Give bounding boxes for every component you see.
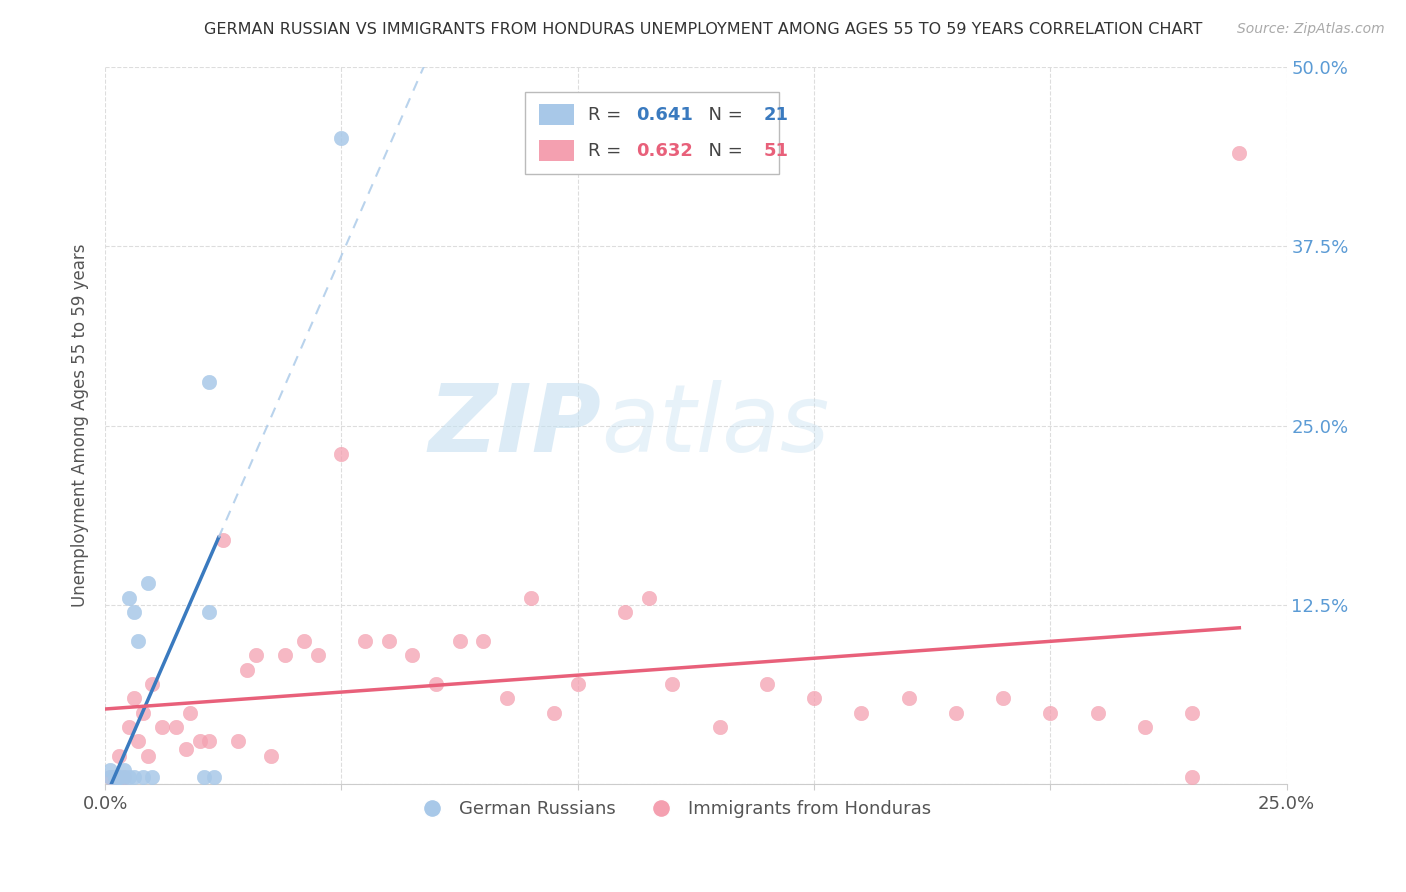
Point [188, 734, 211, 748]
Bar [538, 104, 574, 126]
Point [118, 591, 141, 605]
Point [1133, 720, 1156, 734]
Point [259, 748, 281, 763]
Point [104, 770, 127, 784]
Y-axis label: Unemployment Among Ages 55 to 59 years: Unemployment Among Ages 55 to 59 years [72, 244, 89, 607]
Point [136, 748, 159, 763]
Text: ZIP: ZIP [429, 379, 602, 472]
Point [193, 770, 215, 784]
Point [803, 691, 825, 706]
Point [212, 533, 235, 548]
Point [150, 720, 173, 734]
Text: atlas: atlas [602, 380, 830, 471]
Text: 51: 51 [763, 142, 789, 160]
Point [1181, 706, 1204, 720]
Point [132, 706, 155, 720]
Point [104, 770, 127, 784]
Point [945, 706, 967, 720]
Text: 21: 21 [763, 105, 789, 124]
Text: R =: R = [588, 105, 627, 124]
Point [141, 677, 163, 691]
Point [226, 734, 249, 748]
Point [118, 720, 141, 734]
Point [112, 770, 135, 784]
Text: 0.632: 0.632 [636, 142, 693, 160]
Point [165, 720, 187, 734]
Point [108, 770, 131, 784]
Point [98, 763, 121, 777]
Point [198, 734, 221, 748]
Point [1087, 706, 1109, 720]
Point [122, 605, 145, 619]
Point [755, 677, 778, 691]
Point [98, 770, 121, 784]
Point [141, 770, 163, 784]
Text: GERMAN RUSSIAN VS IMMIGRANTS FROM HONDURAS UNEMPLOYMENT AMONG AGES 55 TO 59 YEAR: GERMAN RUSSIAN VS IMMIGRANTS FROM HONDUR… [204, 22, 1202, 37]
Point [132, 770, 155, 784]
Text: N =: N = [697, 142, 748, 160]
Point [851, 706, 873, 720]
Point [354, 633, 377, 648]
Point [567, 677, 589, 691]
Text: R =: R = [588, 142, 627, 160]
Text: Source: ZipAtlas.com: Source: ZipAtlas.com [1237, 22, 1385, 37]
Point [174, 741, 197, 756]
Point [122, 691, 145, 706]
Point [330, 131, 353, 145]
Point [307, 648, 329, 663]
Point [897, 691, 920, 706]
Point [98, 770, 121, 784]
Point [709, 720, 731, 734]
Point [122, 770, 145, 784]
Point [136, 576, 159, 591]
Point [104, 770, 127, 784]
Point [202, 770, 225, 784]
Point [1227, 145, 1250, 160]
Point [519, 591, 541, 605]
Point [425, 677, 447, 691]
Point [991, 691, 1014, 706]
Text: N =: N = [697, 105, 748, 124]
Point [1181, 770, 1204, 784]
Point [108, 770, 131, 784]
Point [198, 605, 221, 619]
Point [472, 633, 495, 648]
Point [543, 706, 565, 720]
Point [496, 691, 519, 706]
Point [112, 770, 135, 784]
Point [637, 591, 659, 605]
Point [292, 633, 315, 648]
Point [661, 677, 683, 691]
Point [401, 648, 423, 663]
Point [330, 447, 353, 461]
Point [449, 633, 471, 648]
Point [112, 763, 135, 777]
Text: 0.641: 0.641 [636, 105, 693, 124]
Bar [538, 140, 574, 161]
Point [236, 663, 259, 677]
Point [274, 648, 297, 663]
Point [1039, 706, 1062, 720]
Point [614, 605, 637, 619]
Point [127, 633, 149, 648]
Point [118, 770, 141, 784]
Point [127, 734, 149, 748]
Point [108, 748, 131, 763]
Point [198, 376, 221, 390]
Point [179, 706, 201, 720]
Legend: German Russians, Immigrants from Honduras: German Russians, Immigrants from Hondura… [406, 793, 938, 826]
Point [377, 633, 399, 648]
Bar [524, 92, 779, 174]
Point [245, 648, 267, 663]
